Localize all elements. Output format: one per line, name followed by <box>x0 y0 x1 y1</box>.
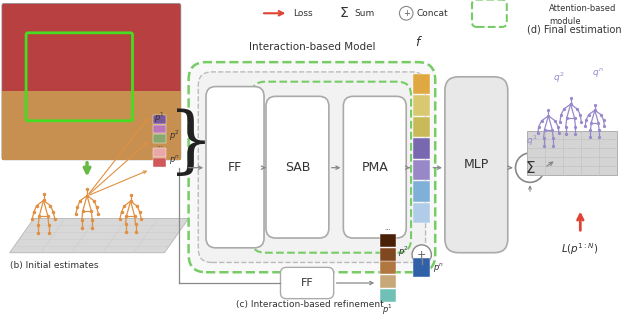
Polygon shape <box>527 131 617 175</box>
Circle shape <box>515 153 545 182</box>
Circle shape <box>399 6 413 20</box>
Text: $p^1$: $p^1$ <box>154 111 165 125</box>
Bar <box>413 138 430 159</box>
Bar <box>380 234 396 247</box>
FancyBboxPatch shape <box>198 72 426 262</box>
Text: Interaction-based Model: Interaction-based Model <box>249 42 375 52</box>
Text: FF: FF <box>301 278 314 288</box>
Bar <box>153 115 166 124</box>
Text: FF: FF <box>228 161 242 174</box>
Circle shape <box>412 245 431 264</box>
Text: Loss: Loss <box>293 9 313 18</box>
Bar <box>380 289 396 301</box>
Text: $\Sigma$: $\Sigma$ <box>339 6 348 20</box>
Text: module: module <box>549 16 581 26</box>
Text: $\Sigma$: $\Sigma$ <box>525 160 535 176</box>
Text: $q^2$: $q^2$ <box>553 70 564 85</box>
Text: ···: ··· <box>156 144 163 150</box>
Text: +: + <box>417 250 426 260</box>
Text: $p^2$: $p^2$ <box>169 128 180 143</box>
Bar <box>413 95 430 116</box>
Text: $q^1$: $q^1$ <box>526 133 538 147</box>
Text: PMA: PMA <box>362 161 388 174</box>
Polygon shape <box>10 218 189 253</box>
Text: $f$: $f$ <box>415 36 423 49</box>
Polygon shape <box>2 91 181 160</box>
FancyBboxPatch shape <box>280 267 333 299</box>
FancyBboxPatch shape <box>343 96 406 238</box>
Bar <box>380 262 396 274</box>
Text: (d) Final estimation: (d) Final estimation <box>527 25 621 35</box>
Text: $p^n$: $p^n$ <box>433 261 444 274</box>
FancyBboxPatch shape <box>266 96 329 238</box>
Bar <box>380 275 396 288</box>
Text: (b) Initial estimates: (b) Initial estimates <box>10 261 98 269</box>
Bar <box>380 248 396 261</box>
Bar <box>153 148 166 157</box>
Text: ···: ··· <box>385 227 391 233</box>
Text: $q^n$: $q^n$ <box>592 66 604 79</box>
Text: (c) Interaction-based refinement: (c) Interaction-based refinement <box>236 301 383 309</box>
FancyBboxPatch shape <box>189 62 435 272</box>
Text: $p^1$: $p^1$ <box>383 302 394 317</box>
Text: +: + <box>403 9 410 18</box>
Bar <box>153 134 166 143</box>
Bar <box>413 181 430 202</box>
FancyBboxPatch shape <box>445 77 508 253</box>
Text: }: } <box>168 108 214 178</box>
Bar <box>413 160 430 180</box>
Text: Attention-based: Attention-based <box>549 4 617 13</box>
Bar <box>413 203 430 223</box>
Text: $p^2$: $p^2$ <box>399 244 410 259</box>
FancyBboxPatch shape <box>2 3 181 160</box>
FancyBboxPatch shape <box>206 87 264 248</box>
Bar <box>153 125 166 133</box>
Bar <box>413 74 430 94</box>
Text: Concat: Concat <box>417 9 449 18</box>
Text: MLP: MLP <box>464 158 489 171</box>
Text: Sum: Sum <box>354 9 374 18</box>
Bar <box>413 258 430 277</box>
Bar <box>413 117 430 137</box>
Text: $p^n$: $p^n$ <box>169 153 180 166</box>
Text: $L(p^{1:N})$: $L(p^{1:N})$ <box>561 241 599 257</box>
Text: SAB: SAB <box>285 161 310 174</box>
Bar <box>153 158 166 167</box>
